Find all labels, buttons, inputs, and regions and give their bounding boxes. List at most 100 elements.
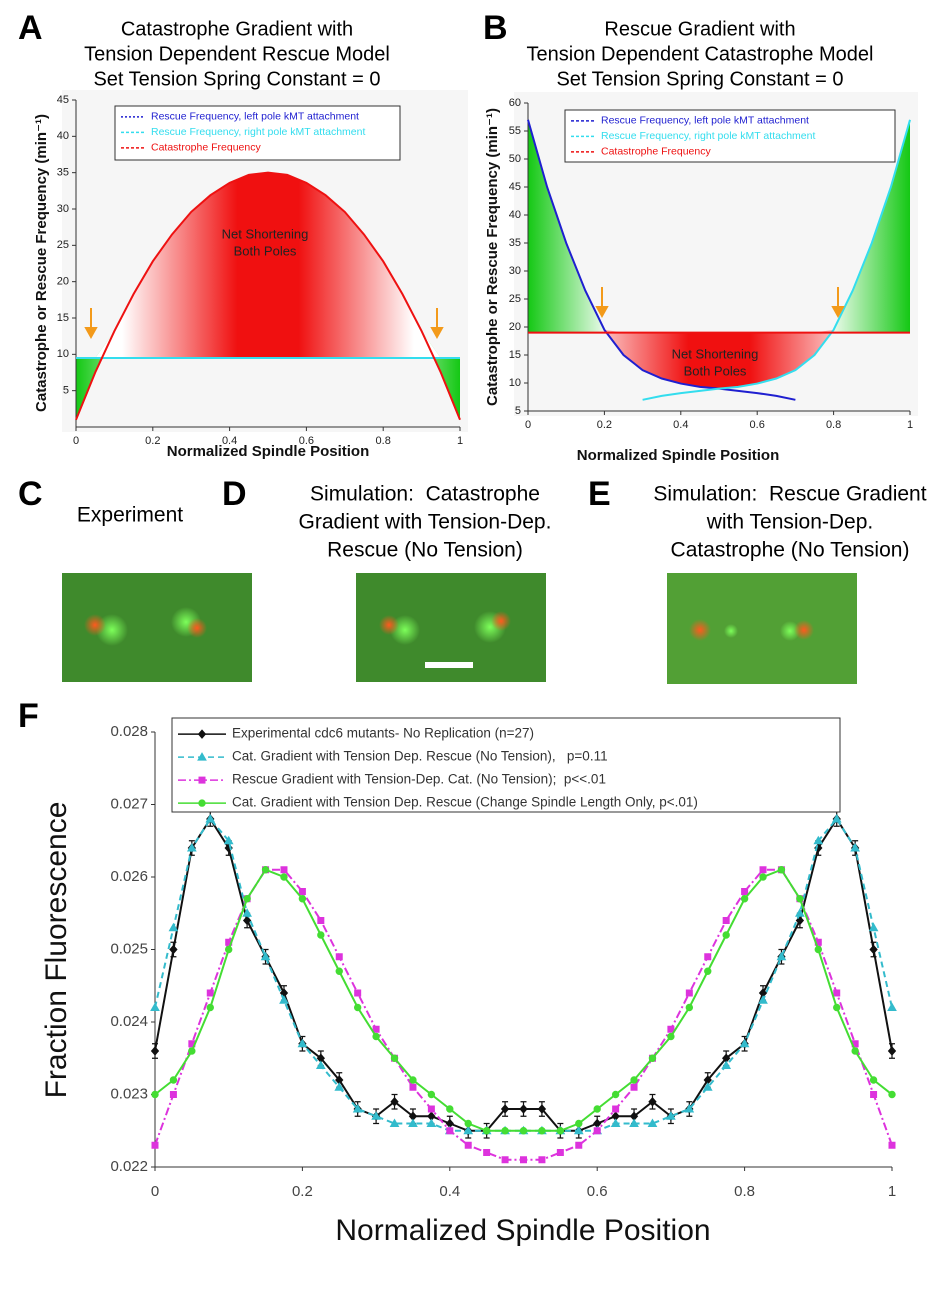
marker — [206, 1003, 214, 1012]
series-line — [154, 868, 893, 1132]
spot — [491, 611, 511, 631]
marker — [850, 842, 861, 852]
marker — [685, 1003, 694, 1012]
marker — [389, 1118, 400, 1127]
marker — [741, 888, 749, 895]
marker — [197, 752, 207, 761]
marker — [198, 799, 206, 807]
marker — [887, 1046, 897, 1056]
marker — [630, 1083, 638, 1091]
panel-label: C — [18, 475, 43, 513]
arrow-head — [831, 306, 845, 319]
marker — [464, 1119, 472, 1128]
x-tick-label: 0.4 — [673, 419, 688, 431]
y-tick-label: 25 — [57, 239, 69, 251]
panel-caption: Catastrophe (No Tension) — [671, 539, 910, 562]
marker — [260, 951, 271, 961]
marker — [280, 866, 288, 874]
marker — [198, 776, 206, 784]
marker — [197, 729, 207, 739]
marker — [833, 1003, 841, 1012]
x-tick-label: 0.8 — [734, 1183, 755, 1200]
series-line — [527, 119, 796, 401]
y-tick-label: 10 — [57, 348, 69, 360]
y-tick-label: 10 — [509, 377, 521, 389]
x-tick-label: 0.2 — [145, 435, 160, 447]
x-axis-label: Normalized Spindle Position — [577, 447, 780, 464]
spot — [379, 615, 399, 635]
arrow-head — [84, 327, 98, 340]
y-tick-label: 30 — [57, 203, 69, 215]
x-tick-label: 0.4 — [439, 1183, 460, 1200]
marker — [704, 967, 712, 975]
y-tick-label: 0.025 — [110, 940, 148, 957]
marker — [593, 1127, 601, 1135]
marker — [280, 873, 288, 881]
marker — [483, 1149, 491, 1156]
y-tick-label: 15 — [509, 349, 521, 361]
arrows — [84, 287, 845, 340]
marker — [464, 1141, 472, 1149]
y-tick-label: 50 — [509, 153, 521, 165]
marker — [648, 1096, 657, 1107]
marker — [151, 1141, 159, 1149]
y-tick-label: 5 — [63, 385, 69, 397]
marker — [427, 1105, 435, 1113]
x-tick-label: 1 — [888, 1183, 896, 1200]
marker — [666, 1111, 676, 1120]
legend-box — [564, 109, 896, 163]
x-tick-label: 1 — [457, 435, 463, 447]
y-tick-label: 30 — [509, 265, 521, 277]
marker — [704, 953, 712, 961]
panel-caption: with Tension-Dep. — [706, 511, 874, 534]
legend-label: Rescue Frequency, right pole kMT attachm… — [151, 126, 365, 138]
marker — [371, 1111, 381, 1120]
marker — [593, 1105, 601, 1113]
panel-caption: Simulation: Rescue Gradient — [653, 483, 926, 506]
marker — [205, 813, 216, 823]
arrow-head — [430, 327, 444, 340]
marker — [243, 895, 251, 903]
y-axis-label: Fraction Fluorescence — [40, 802, 73, 1099]
panel-caption: Simulation: Catastrophe — [310, 483, 540, 506]
marker — [390, 1054, 399, 1062]
marker — [667, 1025, 675, 1033]
x-tick-label: 0.6 — [299, 435, 314, 447]
spot — [84, 614, 106, 636]
x-tick-label: 0 — [525, 419, 531, 431]
annotation: Both Poles — [684, 363, 747, 378]
marker — [315, 1060, 326, 1069]
marker — [500, 1104, 510, 1114]
marker — [169, 1076, 178, 1084]
marker — [408, 1118, 418, 1127]
marker — [538, 1156, 546, 1164]
shading — [528, 119, 910, 333]
y-tick-label: 40 — [509, 209, 521, 221]
marker — [242, 915, 252, 926]
marker — [169, 1091, 177, 1098]
chart-title: Rescue Gradient with — [604, 18, 795, 40]
marker — [520, 1156, 527, 1164]
x-tick-label: 0.6 — [587, 1183, 608, 1200]
marker — [372, 1025, 380, 1033]
marker — [482, 1127, 491, 1135]
series-line — [75, 171, 461, 421]
marker — [721, 1060, 732, 1069]
x-tick-label: 0.2 — [597, 419, 612, 431]
marker — [150, 1002, 160, 1011]
marker — [575, 1119, 583, 1128]
y-tick-label: 35 — [509, 237, 521, 249]
marker — [833, 989, 841, 997]
shading — [76, 172, 460, 358]
marker — [151, 1090, 159, 1099]
marker — [610, 1118, 621, 1127]
marker — [446, 1105, 454, 1113]
series-line — [642, 119, 911, 401]
marker — [573, 1125, 584, 1135]
y-tick-label: 0.024 — [110, 1013, 148, 1030]
panel-label: F — [18, 697, 39, 735]
legend-label: Cat. Gradient with Tension Dep. Rescue (… — [232, 749, 608, 764]
marker — [223, 835, 234, 845]
marker — [317, 931, 325, 939]
marker — [888, 1141, 896, 1149]
